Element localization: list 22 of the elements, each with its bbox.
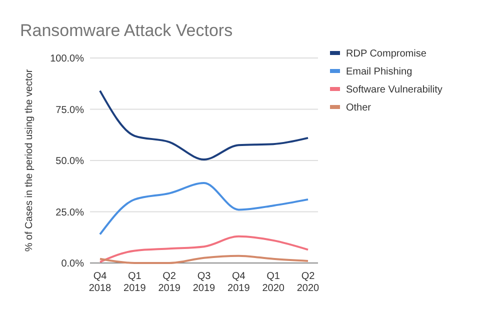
line-series (99, 254, 309, 264)
line-series (99, 182, 309, 236)
y-axis-title: % of Cases in the period using the vector (24, 68, 35, 252)
x-tick-label: Q2 2020 (296, 271, 320, 294)
legend-label: Other (346, 102, 372, 114)
x-tick-label: Q2 2019 (158, 271, 181, 294)
x-tick-label: Q4 2018 (88, 271, 112, 294)
x-tick-label: Q4 2019 (228, 271, 250, 294)
x-tick-label: Q3 2019 (192, 271, 216, 294)
x-tick-label: Q1 2020 (262, 271, 285, 294)
y-tick-label: 75.0% (56, 104, 84, 116)
y-tick-label: 0.0% (61, 258, 84, 270)
line-series (99, 235, 309, 263)
legend-label: Email Phishing (346, 66, 412, 78)
x-tick-label: Q1 2019 (124, 271, 146, 294)
chart-title: Ransomware Attack Vectors (20, 21, 233, 40)
y-tick-label: 25.0% (56, 207, 84, 218)
legend-label: Software Vulnerability (346, 84, 442, 96)
y-tick-label: 100.0% (50, 54, 84, 64)
line-series (99, 90, 309, 160)
legend-label: RDP Compromise (346, 48, 427, 60)
y-tick-label: 50.0% (56, 156, 84, 167)
